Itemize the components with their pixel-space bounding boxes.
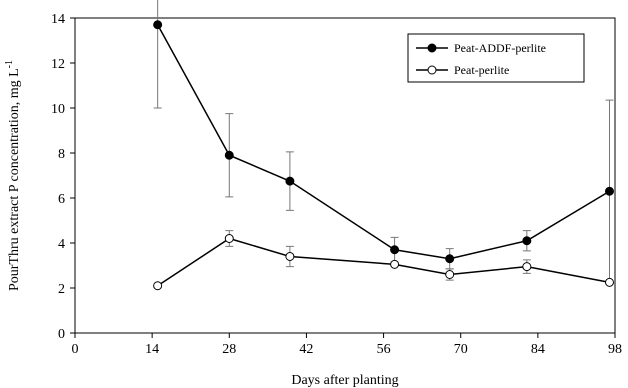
- data-point: [604, 277, 614, 287]
- y-tick-label: 2: [58, 282, 65, 297]
- x-tick-label: 98: [608, 342, 622, 357]
- y-tick-label: 14: [51, 12, 65, 27]
- y-tick-label: 6: [58, 192, 65, 207]
- legend-item: Peat-ADDF-perlite: [416, 41, 546, 55]
- x-tick-label: 70: [454, 342, 468, 357]
- y-tick-label: 10: [51, 102, 65, 117]
- legend: Peat-ADDF-perlite Peat-perlite: [407, 33, 585, 83]
- data-point: [445, 270, 455, 279]
- data-point: [153, 20, 163, 30]
- x-tick-label: 0: [72, 342, 79, 357]
- open-circle-icon: [427, 65, 437, 75]
- data-point: [390, 245, 400, 255]
- y-tick-label: 4: [58, 237, 65, 252]
- series-peat-perlite: [153, 230, 614, 291]
- series-layer: [153, 0, 614, 291]
- x-axis: 0 14 28 42 56 70 84 98: [72, 333, 622, 357]
- legend-item: Peat-perlite: [416, 63, 509, 77]
- plot-frame: [74, 17, 616, 334]
- data-point: [390, 259, 400, 269]
- filled-circle-icon: [427, 43, 437, 53]
- legend-label: Peat-ADDF-perlite: [454, 41, 546, 55]
- x-tick-label: 14: [145, 342, 159, 357]
- y-axis-title: PourThru extract P concentration, mg L-1: [4, 60, 22, 291]
- data-point: [285, 176, 295, 186]
- y-axis-title-superscript: -1: [4, 60, 15, 68]
- data-point: [445, 254, 455, 264]
- y-tick-label: 12: [51, 57, 65, 72]
- plot-area: [74, 17, 616, 334]
- x-tick-label: 84: [531, 342, 545, 357]
- y-axis: 0 2 4 6 8 10 12 14: [51, 12, 75, 342]
- y-tick-label: 0: [58, 327, 65, 342]
- x-tick-label: 28: [222, 342, 236, 357]
- series-peat-addf-perlite: [153, 0, 614, 283]
- data-point: [604, 186, 614, 196]
- series-line: [157, 237, 610, 287]
- y-axis-title-text: PourThru extract P concentration, mg L: [7, 68, 22, 291]
- data-point: [285, 252, 295, 261]
- x-axis-title: Days after planting: [291, 373, 398, 388]
- y-tick-label: 8: [58, 147, 65, 162]
- legend-label: Peat-perlite: [454, 63, 509, 77]
- legend-box: [407, 33, 585, 83]
- data-point: [224, 150, 234, 160]
- data-point: [522, 262, 532, 272]
- data-point: [224, 234, 234, 243]
- data-point: [522, 236, 532, 246]
- data-point: [153, 281, 163, 291]
- x-tick-label: 56: [377, 342, 391, 357]
- x-tick-label: 42: [299, 342, 313, 357]
